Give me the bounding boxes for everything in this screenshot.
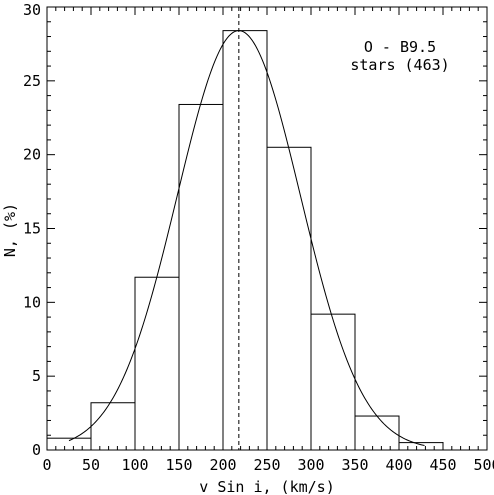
x-tick-label: 350 xyxy=(341,456,368,474)
x-tick-label: 450 xyxy=(429,456,456,474)
annotation-star-count: stars (463) xyxy=(350,56,449,74)
y-tick-label: 20 xyxy=(23,146,41,164)
annotation-spectral-range: O - B9.5 xyxy=(364,38,436,56)
y-tick-label: 0 xyxy=(32,441,41,459)
y-tick-label: 30 xyxy=(23,1,41,19)
y-tick-label: 15 xyxy=(23,220,41,238)
histogram-bars xyxy=(46,30,444,451)
histogram-bar-4 xyxy=(222,30,268,451)
y-tick-label: 25 xyxy=(23,72,41,90)
histogram-bar-5 xyxy=(266,146,312,451)
x-tick-label: 100 xyxy=(121,456,148,474)
y-tick-label: 5 xyxy=(32,367,41,385)
x-tick-label: 150 xyxy=(165,456,192,474)
x-tick-label: 400 xyxy=(385,456,412,474)
x-tick-label: 0 xyxy=(42,456,51,474)
histogram-bar-0 xyxy=(46,437,92,451)
x-tick-label: 500 xyxy=(473,456,494,474)
histogram-bar-7 xyxy=(354,415,400,451)
histogram-bar-8 xyxy=(398,442,444,451)
histogram-bar-2 xyxy=(134,276,180,451)
histogram-bar-6 xyxy=(310,313,356,451)
histogram-bar-1 xyxy=(90,402,136,451)
axis-tick-labels: 0 50 100 150 200 250 300 350 400 450 500 0 5 10 15 20 25… xyxy=(23,1,494,474)
x-tick-label: 300 xyxy=(297,456,324,474)
x-tick-label: 200 xyxy=(209,456,236,474)
y-tick-label: 10 xyxy=(23,293,41,311)
x-tick-label: 250 xyxy=(253,456,280,474)
axis-ticks xyxy=(46,6,488,451)
histogram-bar-3 xyxy=(178,103,224,451)
x-axis-label: v Sin i, (km/s) xyxy=(199,478,334,495)
x-tick-label: 50 xyxy=(82,456,100,474)
gaussian-fit-curve xyxy=(68,30,425,447)
y-axis-label: N, (%) xyxy=(1,203,19,257)
